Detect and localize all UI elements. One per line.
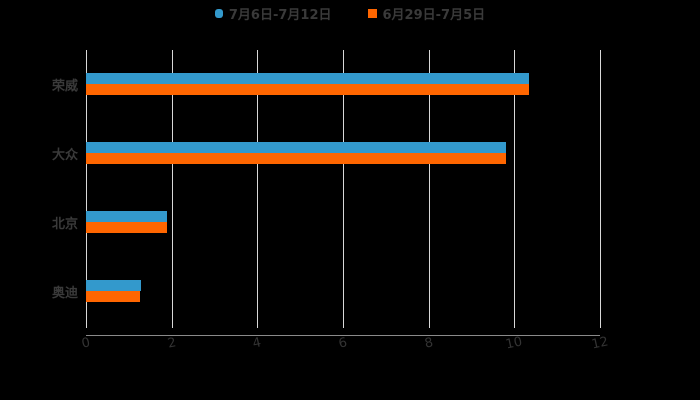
bar-week2[interactable] [86, 222, 167, 233]
legend-item-week2[interactable]: 6月29日-7月5日 [367, 4, 486, 23]
x-tick-label: 6 [337, 335, 349, 352]
x-axis-line [86, 335, 600, 336]
x-tick-label: 2 [166, 335, 178, 352]
x-tick-label: 10 [504, 334, 524, 353]
x-tick-label: 0 [80, 335, 92, 352]
bar-week2[interactable] [86, 291, 140, 302]
x-tick-label: 4 [251, 335, 263, 352]
legend-marker-icon [367, 9, 377, 18]
gridline [343, 50, 344, 328]
bar-week1[interactable] [86, 142, 506, 153]
bar-week2[interactable] [86, 84, 529, 95]
bar-week2[interactable] [86, 153, 506, 164]
gridline [172, 50, 173, 328]
x-tick-label: 12 [590, 334, 610, 353]
category-label: 大众 [51, 148, 78, 163]
x-tick-label: 8 [423, 335, 435, 352]
legend-marker-icon [214, 9, 223, 18]
gridline [514, 50, 515, 328]
legend-item-week1[interactable]: 7月6日-7月12日 [214, 4, 332, 23]
bar-week1[interactable] [86, 73, 529, 84]
gridline [86, 50, 87, 328]
category-label: 北京 [51, 217, 78, 232]
gridline [257, 50, 258, 328]
legend-label: 7月6日-7月12日 [228, 8, 332, 23]
gridline [600, 50, 601, 328]
legend-label: 6月29日-7月5日 [382, 8, 486, 23]
legend: 7月6日-7月12日 6月29日-7月5日 [0, 4, 700, 23]
bar-week1[interactable] [86, 211, 167, 222]
category-label: 奥迪 [51, 286, 78, 301]
category-label: 荣威 [51, 79, 78, 94]
bar-week1[interactable] [86, 280, 141, 291]
gridline [429, 50, 430, 328]
